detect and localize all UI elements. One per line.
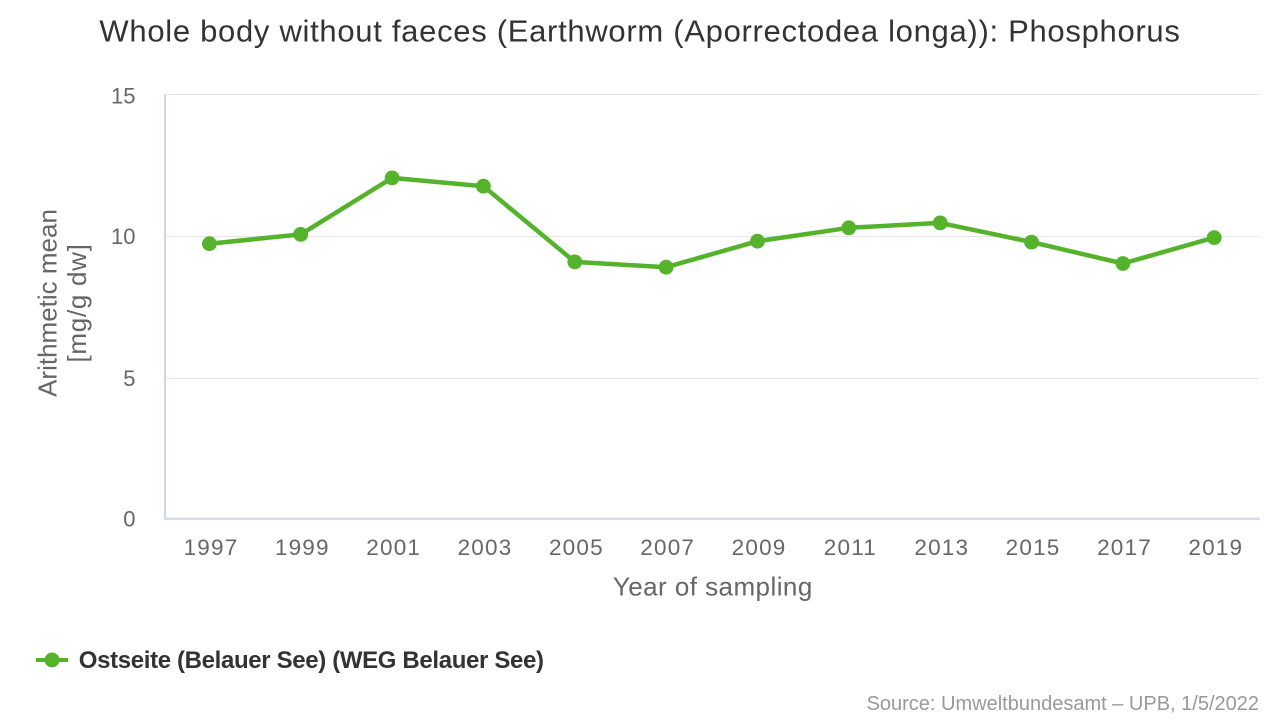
- svg-text:10: 10: [111, 224, 135, 249]
- svg-text:2019: 2019: [1188, 535, 1243, 560]
- svg-text:[mg/g dw]: [mg/g dw]: [62, 243, 92, 362]
- svg-text:2001: 2001: [366, 535, 421, 560]
- svg-text:Source: Umweltbundesamt – UPB,: Source: Umweltbundesamt – UPB, 1/5/2022: [867, 693, 1259, 715]
- svg-text:0: 0: [123, 507, 135, 532]
- svg-text:2009: 2009: [732, 535, 787, 560]
- svg-text:2017: 2017: [1097, 535, 1152, 560]
- svg-text:1997: 1997: [184, 535, 239, 560]
- svg-text:Ostseite (Belauer See) (WEG Be: Ostseite (Belauer See) (WEG Belauer See): [79, 647, 544, 674]
- svg-text:5: 5: [123, 366, 135, 391]
- svg-text:1999: 1999: [275, 535, 330, 560]
- svg-text:2003: 2003: [458, 535, 513, 560]
- svg-text:Whole body without faeces (Ear: Whole body without faeces (Earthworm (Ap…: [99, 14, 1180, 49]
- svg-text:2013: 2013: [914, 535, 969, 560]
- svg-text:2011: 2011: [824, 535, 877, 560]
- svg-text:2007: 2007: [640, 535, 695, 560]
- svg-text:Arithmetic mean: Arithmetic mean: [33, 209, 63, 397]
- svg-text:Year of sampling: Year of sampling: [613, 572, 813, 602]
- svg-text:2005: 2005: [549, 535, 604, 560]
- svg-text:2015: 2015: [1006, 535, 1061, 560]
- svg-text:15: 15: [111, 84, 135, 109]
